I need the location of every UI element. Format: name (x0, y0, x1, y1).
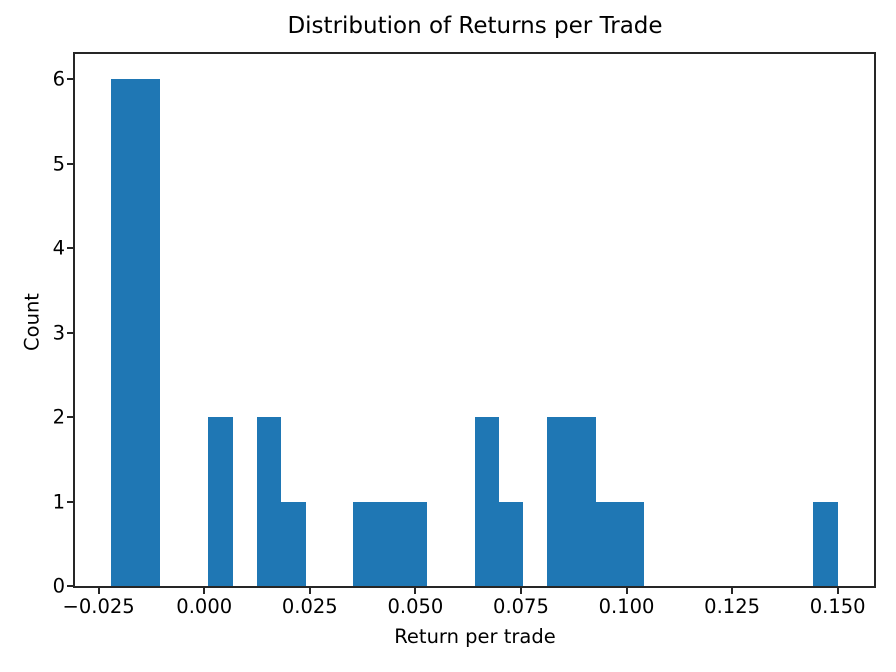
x-tick-label: 0.000 (176, 595, 233, 618)
y-tick-mark (67, 162, 73, 165)
x-tick-label: 0.100 (598, 595, 655, 618)
histogram-bar (595, 501, 621, 586)
histogram-bar (498, 501, 524, 586)
y-axis-label: Count (20, 293, 44, 351)
y-tick-mark (67, 500, 73, 503)
x-tick-mark (308, 588, 311, 594)
histogram-bar (208, 417, 233, 586)
x-tick-mark (731, 588, 734, 594)
x-axis-label: Return per trade (394, 625, 556, 648)
x-tick-mark (625, 588, 628, 594)
histogram-bar (571, 417, 597, 586)
chart-title: Distribution of Returns per Trade (287, 13, 663, 39)
x-tick-mark (836, 588, 839, 594)
y-tick-mark (67, 247, 73, 250)
histogram-bar (547, 417, 572, 586)
y-tick-mark (67, 416, 73, 419)
histogram-bar (353, 501, 379, 586)
y-tick-mark (67, 331, 73, 334)
x-tick-label: 0.075 (493, 595, 549, 618)
histogram-bar (256, 417, 282, 586)
plot-area: −0.025 0.000 0.025 0.050 0.075 0.100 0.125 0.15… (53, 52, 876, 618)
histogram-bar (111, 79, 137, 586)
y-tick-mark (67, 585, 73, 587)
y-tick-mark (67, 78, 73, 81)
y-tick-label: 2 (52, 405, 65, 429)
y-tick-label: 1 (52, 489, 65, 513)
x-tick-mark (519, 588, 522, 594)
histogram-bar (619, 501, 645, 586)
x-tick-mark (203, 588, 206, 594)
x-tick-mark (97, 588, 100, 594)
y-tick-label: 5 (52, 152, 65, 176)
histogram-bar (280, 501, 306, 586)
y-tick-label: 3 (52, 320, 65, 344)
x-tick-label: 0.125 (704, 595, 761, 618)
histogram-bar (401, 501, 427, 586)
y-tick-label: 6 (52, 67, 65, 91)
x-tick-label: 0.050 (387, 595, 444, 618)
x-tick-label: 0.150 (809, 595, 866, 618)
y-tick-label: 4 (52, 236, 65, 260)
x-tick-label: 0.025 (281, 595, 338, 618)
x-tick-label: −0.025 (62, 595, 135, 618)
histogram-bar (135, 79, 161, 586)
histogram-bar (474, 417, 500, 586)
y-tick-label: 0 (52, 574, 65, 598)
histogram-bar (813, 501, 839, 586)
x-tick-mark (414, 588, 417, 594)
histogram-bar (377, 501, 403, 586)
